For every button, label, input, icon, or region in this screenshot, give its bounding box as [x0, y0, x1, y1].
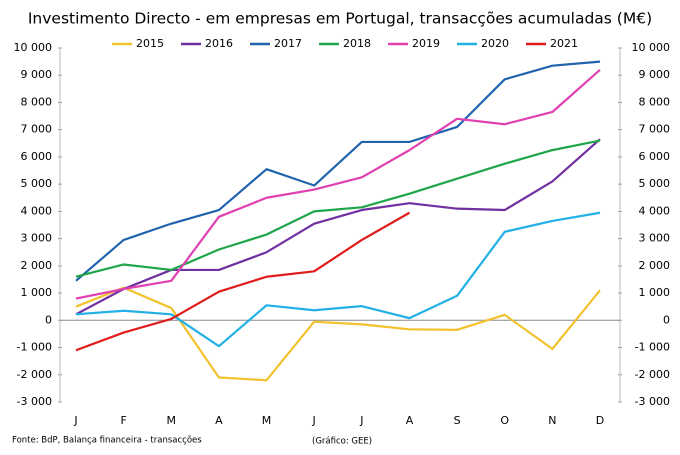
x-tick-label: S: [454, 414, 461, 427]
legend-label: 2017: [274, 37, 302, 50]
y-tick-label: 0: [45, 313, 52, 326]
y-tick-label: 5 000: [21, 177, 53, 190]
y-tick-label: 7 000: [21, 123, 53, 136]
legend-label: 2016: [205, 37, 233, 50]
x-tick-label: J: [73, 414, 77, 427]
legend-label: 2018: [343, 37, 371, 50]
y-tick-label: -2 000: [17, 368, 52, 381]
y-tick-label: -1 000: [17, 341, 52, 354]
y-tick-label: 10 000: [14, 41, 53, 54]
x-tick-label: M: [262, 414, 272, 427]
y2-tick-label: -1 000: [635, 341, 670, 354]
source: Fonte: BdP, Balança financeira - transac…: [12, 436, 202, 446]
series-line: [75, 139, 601, 278]
y-tick-label: 2 000: [21, 259, 53, 272]
y2-tick-label: -2 000: [635, 368, 670, 381]
y-tick-label: -3 000: [17, 395, 52, 408]
y-tick-label: 4 000: [21, 204, 53, 217]
y2-tick-label: 6 000: [639, 150, 671, 163]
y-tick-label: 9 000: [21, 68, 53, 81]
legend-label: 2021: [550, 37, 578, 50]
credit: (Gráfico: GEE): [312, 437, 372, 447]
y2-tick-label: 9 000: [639, 68, 671, 81]
series-line: [75, 286, 601, 382]
y-tick-label: 6 000: [21, 150, 53, 163]
y2-tick-label: 4 000: [639, 204, 671, 217]
legend-label: 2020: [481, 37, 509, 50]
y2-tick-label: 2 000: [639, 259, 671, 272]
y-tick-label: 8 000: [21, 95, 53, 108]
x-tick-label: O: [500, 414, 509, 427]
y2-tick-label: -3 000: [635, 395, 670, 408]
x-tick-label: N: [548, 414, 556, 427]
series-line: [75, 68, 601, 300]
x-tick-label: F: [120, 414, 126, 427]
y2-tick-label: 5 000: [639, 177, 671, 190]
series-line: [75, 138, 601, 316]
y-tick-label: 1 000: [21, 286, 53, 299]
x-tick-label: A: [406, 414, 414, 427]
x-tick-label: D: [596, 414, 604, 427]
y2-tick-label: 10 000: [632, 41, 671, 54]
y2-tick-label: 3 000: [639, 232, 671, 245]
chart-title: Investimento Directo - em empresas em Po…: [28, 10, 652, 28]
x-tick-label: J: [312, 414, 316, 427]
y2-tick-label: 0: [663, 313, 670, 326]
series-line: [75, 60, 601, 282]
y2-tick-label: 7 000: [639, 123, 671, 136]
x-tick-label: M: [167, 414, 177, 427]
y2-tick-label: 8 000: [639, 95, 671, 108]
legend-label: 2015: [136, 37, 164, 50]
x-tick-label: A: [215, 414, 223, 427]
legend-label: 2019: [412, 37, 440, 50]
series-line: [75, 211, 411, 352]
series-line: [75, 211, 601, 348]
y2-tick-label: 1 000: [639, 286, 671, 299]
y-tick-label: 3 000: [21, 232, 53, 245]
x-tick-label: J: [359, 414, 363, 427]
